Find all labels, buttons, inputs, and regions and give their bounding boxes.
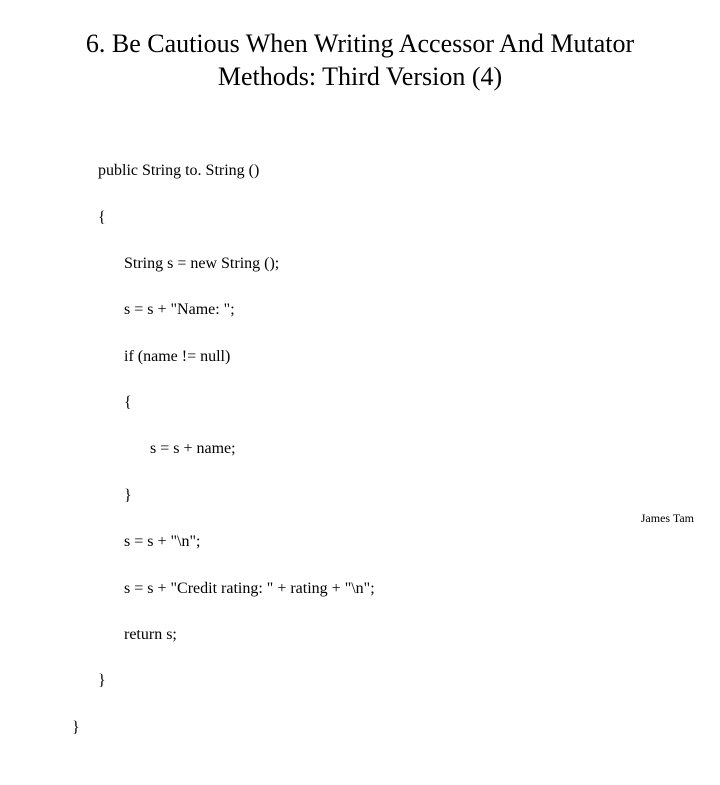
code-line: return s; bbox=[124, 623, 375, 646]
code-line: String s = new String (); bbox=[124, 252, 375, 275]
code-line: } bbox=[98, 669, 375, 692]
code-line: { bbox=[98, 206, 375, 229]
footer-author: James Tam bbox=[641, 511, 694, 526]
title-line-1: 6. Be Cautious When Writing Accessor And… bbox=[86, 29, 634, 58]
code-closing-brace: } bbox=[72, 716, 375, 739]
code-line: if (name != null) bbox=[124, 345, 375, 368]
code-block: public String to. String () { String s =… bbox=[98, 136, 375, 785]
slide-title: 6. Be Cautious When Writing Accessor And… bbox=[0, 28, 720, 93]
slide: 6. Be Cautious When Writing Accessor And… bbox=[0, 0, 720, 540]
title-line-2: Methods: Third Version (4) bbox=[218, 62, 502, 91]
code-line: s = s + "Credit rating: " + rating + "\n… bbox=[124, 577, 375, 600]
code-line: s = s + name; bbox=[150, 437, 375, 460]
code-line: s = s + "\n"; bbox=[124, 530, 375, 553]
code-line: { bbox=[124, 391, 375, 414]
code-line: } bbox=[124, 484, 375, 507]
code-line: s = s + "Name: "; bbox=[124, 298, 375, 321]
code-line: public String to. String () bbox=[98, 159, 375, 182]
